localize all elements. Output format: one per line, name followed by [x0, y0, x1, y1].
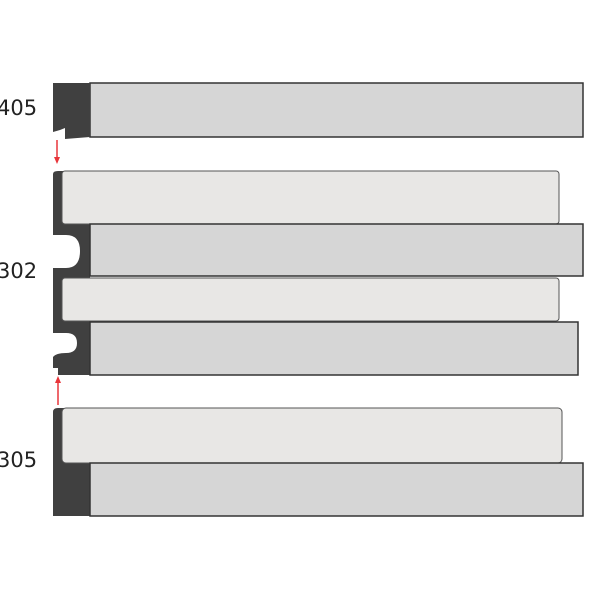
bar-light — [61, 277, 560, 322]
bar — [89, 223, 584, 277]
label-305: 305 — [0, 448, 37, 472]
bar — [89, 462, 584, 517]
arrow-up — [55, 376, 61, 405]
profile-block — [53, 83, 90, 139]
piece-302 — [53, 170, 584, 376]
label-302: 302 — [0, 259, 37, 283]
piece-305 — [53, 407, 584, 517]
piece-405 — [53, 82, 584, 139]
bar-light — [61, 407, 563, 464]
bar — [89, 82, 584, 138]
label-405: 405 — [0, 96, 37, 120]
bar — [89, 321, 579, 376]
arrow-down — [54, 140, 60, 164]
bar-light — [61, 170, 560, 225]
